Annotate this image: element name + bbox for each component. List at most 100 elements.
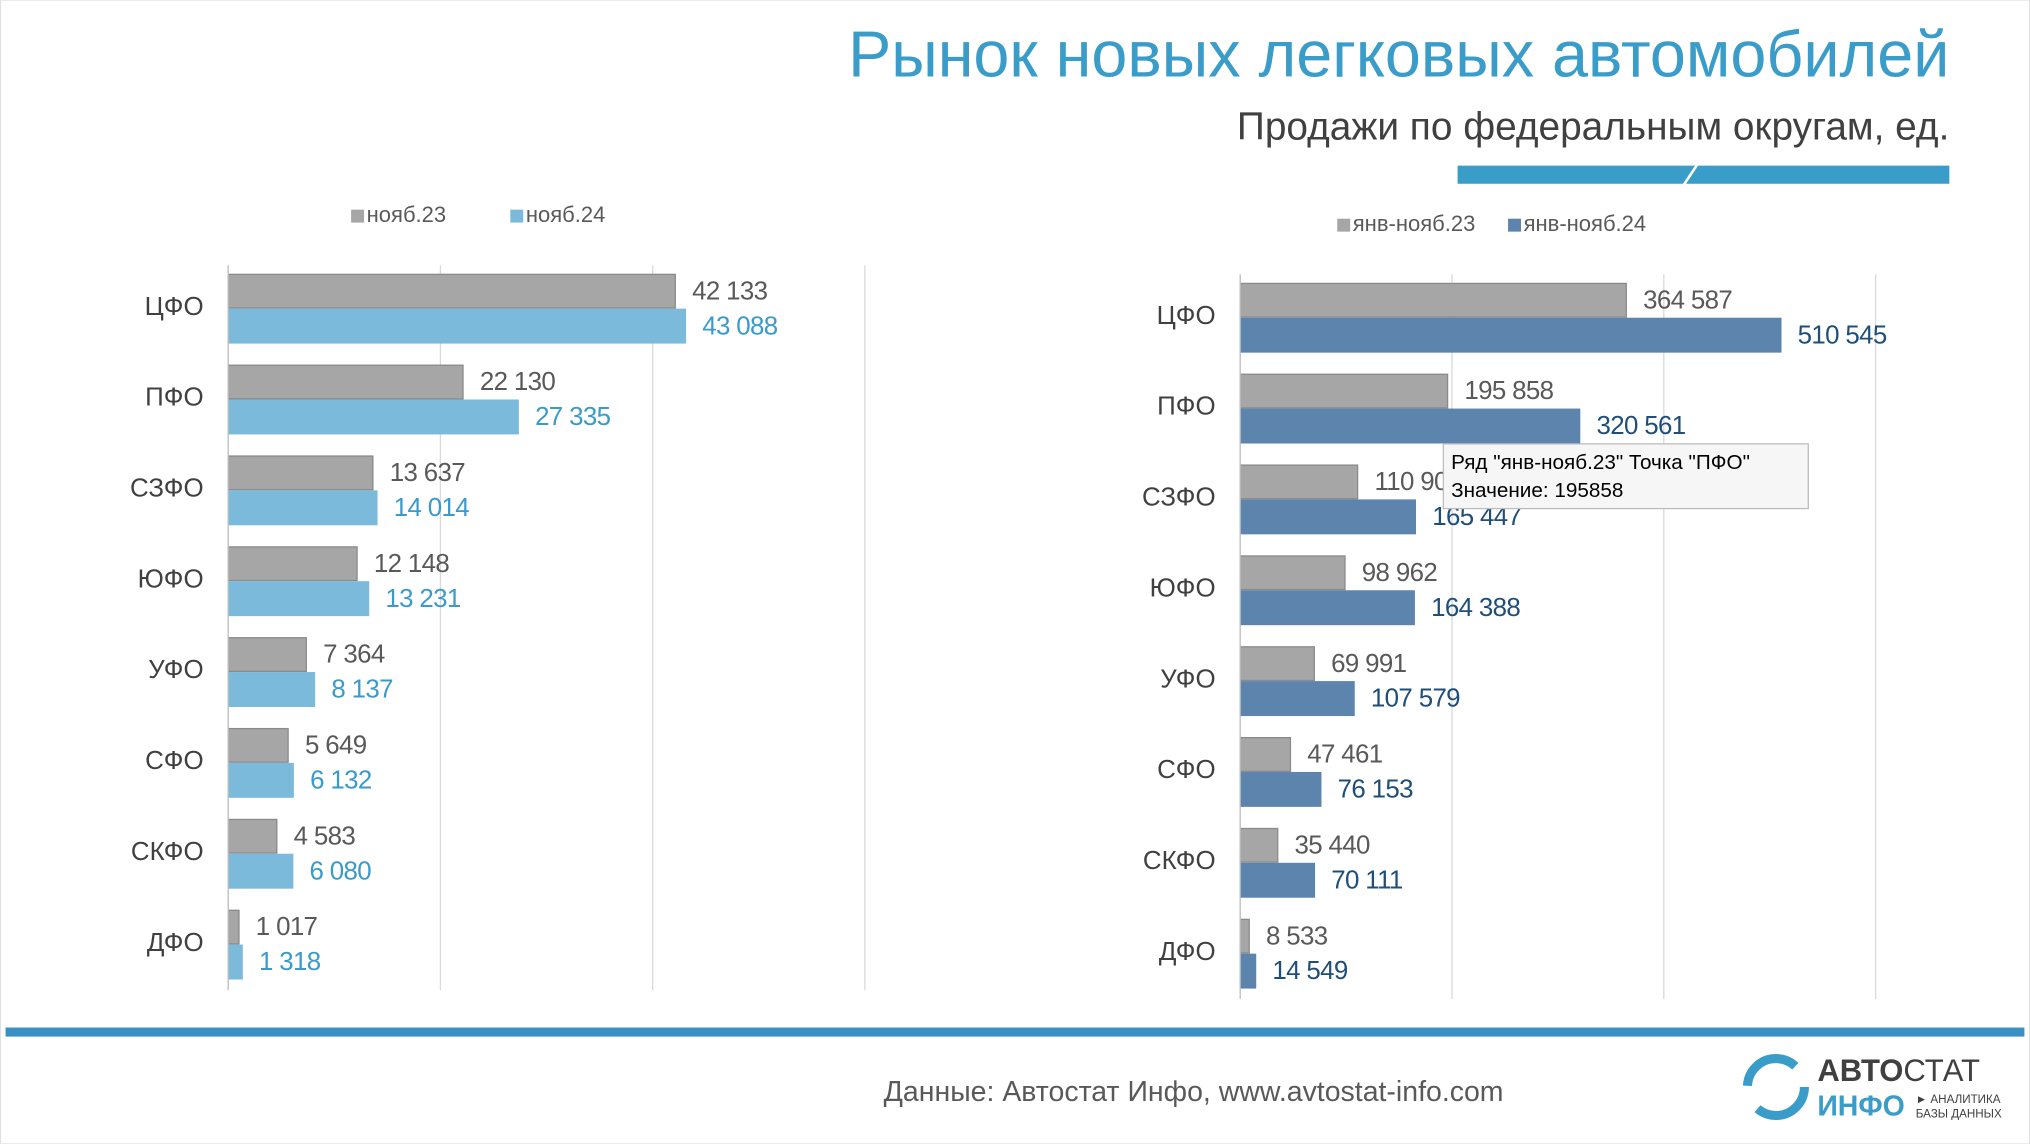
- value-label: 14 549: [1272, 957, 1348, 985]
- category-label: СФО: [1157, 756, 1215, 784]
- bar: [1239, 373, 1449, 409]
- value-label: 42 133: [692, 277, 768, 305]
- category-label: УФО: [148, 656, 203, 684]
- tooltip: Ряд "янв-нояб.23" Точка "ПФО" Значение: …: [1442, 443, 1809, 510]
- footer-line: [5, 1027, 2025, 1037]
- bar: [1239, 590, 1415, 626]
- category-label: СКФО: [1143, 847, 1216, 875]
- value-label: 8 533: [1266, 922, 1328, 950]
- bar: [1239, 282, 1627, 318]
- category-label: ДФО: [1159, 938, 1216, 966]
- bar: [227, 455, 374, 491]
- category-label: УФО: [1160, 665, 1215, 693]
- tooltip-line: Ряд "янв-нояб.23" Точка "ПФО": [1451, 451, 1750, 474]
- category-label: ПФО: [145, 384, 203, 412]
- value-label: 76 153: [1338, 776, 1414, 804]
- value-label: 7 364: [323, 641, 385, 669]
- value-label: 4 583: [294, 822, 356, 850]
- value-label: 364 587: [1643, 286, 1732, 314]
- bar: [227, 762, 294, 798]
- legend-label: нояб.24: [526, 202, 605, 227]
- bar: [227, 909, 240, 945]
- bar: [1239, 862, 1316, 898]
- value-label: 510 545: [1798, 321, 1887, 349]
- bar: [227, 672, 316, 707]
- value-label: 43 088: [702, 312, 778, 340]
- subtitle: Продажи по федеральным округам, ед.: [1237, 106, 1949, 149]
- legend-label: янв-нояб.23: [1353, 211, 1476, 236]
- value-label: 70 111: [1331, 866, 1403, 894]
- category-label: ЦФО: [1157, 302, 1216, 330]
- category-label: СФО: [145, 747, 203, 775]
- bar: [227, 490, 378, 526]
- bar: [227, 273, 676, 309]
- category-label: ЮФО: [138, 565, 204, 593]
- bar: [1239, 555, 1346, 591]
- bar: [227, 581, 370, 617]
- bar: [227, 944, 243, 980]
- bar: [227, 818, 278, 854]
- charts: нояб.23 нояб.24 ЦФО 42 133 43 088 ПФО 22 130 27…: [130, 202, 1888, 1000]
- value-label: 22 130: [480, 368, 556, 396]
- bar: [1239, 737, 1292, 772]
- category-label: СЗФО: [1142, 484, 1216, 512]
- value-label: 107 579: [1371, 685, 1460, 713]
- value-label: 195 858: [1464, 377, 1553, 405]
- bar: [1239, 408, 1581, 444]
- legend-swatch: [1337, 218, 1351, 232]
- decor-slash: [1681, 162, 1700, 188]
- logo-tag1: ► АНАЛИТИКА: [1916, 1093, 2001, 1106]
- legend-swatch: [351, 209, 365, 223]
- bar: [227, 637, 307, 673]
- decor-bar: [1457, 165, 1950, 184]
- bar: [1239, 771, 1322, 807]
- value-label: 164 388: [1431, 594, 1520, 622]
- category-label: ДФО: [147, 929, 204, 957]
- value-label: 35 440: [1295, 831, 1371, 859]
- bar: [1239, 464, 1359, 500]
- tooltip-box: [1442, 443, 1809, 510]
- bar: [227, 727, 289, 763]
- value-label: 27 335: [535, 403, 611, 431]
- legend-label: нояб.23: [367, 202, 446, 227]
- bar: [227, 399, 519, 435]
- value-label: 6 080: [310, 857, 372, 885]
- category-label: ЦФО: [145, 293, 204, 321]
- bar: [1239, 918, 1250, 954]
- bar: [227, 364, 464, 400]
- bar: [227, 546, 358, 582]
- bar: [1239, 681, 1355, 717]
- logo-tag2: БАЗЫ ДАННЫХ: [1916, 1107, 2002, 1120]
- logo-icon: [1742, 1054, 1809, 1121]
- value-label: 5 649: [305, 732, 367, 760]
- bar: [1239, 646, 1315, 682]
- bar: [1239, 953, 1257, 989]
- legend-swatch: [1508, 218, 1521, 232]
- bar: [1239, 317, 1782, 353]
- logo-brand3: ИНФО: [1817, 1090, 1904, 1122]
- value-label: 12 148: [374, 550, 450, 578]
- category-label: ПФО: [1157, 393, 1215, 421]
- value-label: 6 132: [310, 766, 372, 794]
- value-label: 14 014: [394, 494, 470, 522]
- legend-swatch: [510, 209, 524, 223]
- category-label: ЮФО: [1150, 574, 1216, 602]
- value-label: 47 461: [1307, 741, 1383, 769]
- value-label: 1 017: [256, 913, 318, 941]
- logo-brand1: АВТОСТАТ: [1817, 1053, 1980, 1088]
- value-label: 320 561: [1596, 412, 1685, 440]
- category-label: СКФО: [131, 838, 204, 866]
- category-label: СЗФО: [130, 475, 204, 503]
- value-label: 13 231: [385, 585, 461, 613]
- value-label: 13 637: [390, 459, 466, 487]
- value-label: 98 962: [1362, 559, 1438, 587]
- legend-label: янв-нояб.24: [1524, 211, 1647, 236]
- tooltip-line: Значение: 195858: [1451, 479, 1623, 502]
- title: Рынок новых легковых автомобилей: [848, 18, 1949, 91]
- bar: [227, 308, 687, 344]
- bar: [1239, 827, 1279, 863]
- bar: [227, 853, 294, 889]
- value-label: 69 991: [1331, 650, 1407, 678]
- value-label: 1 318: [259, 948, 321, 976]
